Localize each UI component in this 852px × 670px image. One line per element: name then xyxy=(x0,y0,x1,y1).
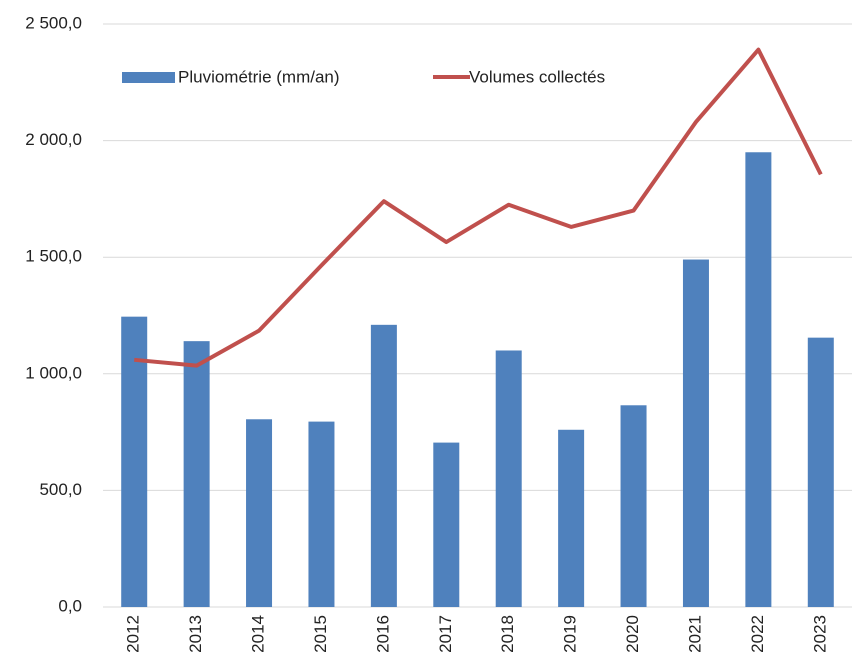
bar xyxy=(495,350,522,607)
x-tick-label: 2019 xyxy=(561,615,580,653)
bar xyxy=(121,316,148,607)
y-tick-label: 2 500,0 xyxy=(25,13,82,32)
x-tick-label: 2021 xyxy=(685,615,704,653)
x-tick-label: 2023 xyxy=(810,615,829,653)
x-tick-label: 2015 xyxy=(311,615,330,653)
x-tick-label: 2012 xyxy=(124,615,143,653)
y-tick-label: 500,0 xyxy=(39,480,82,499)
y-tick-label: 1 500,0 xyxy=(25,247,82,266)
bar xyxy=(682,259,709,607)
bar xyxy=(745,152,772,607)
y-tick-label: 1 000,0 xyxy=(25,363,82,382)
bar xyxy=(246,419,273,607)
bar xyxy=(183,341,210,607)
x-tick-label: 2014 xyxy=(249,615,268,653)
x-tick-label: 2022 xyxy=(748,615,767,653)
bar xyxy=(370,324,397,607)
x-tick-label: 2013 xyxy=(186,615,205,653)
legend-label: Volumes collectés xyxy=(469,67,605,86)
y-tick-label: 0,0 xyxy=(58,596,82,615)
legend-label: Pluviométrie (mm/an) xyxy=(178,67,340,86)
y-tick-label: 2 000,0 xyxy=(25,130,82,149)
legend-swatch xyxy=(122,72,175,83)
x-tick-label: 2016 xyxy=(373,615,392,653)
bar xyxy=(558,429,585,607)
bar xyxy=(620,405,647,607)
line xyxy=(134,47,823,368)
bar xyxy=(807,337,834,607)
x-tick-label: 2017 xyxy=(436,615,455,653)
x-tick-label: 2018 xyxy=(498,615,517,653)
bar xyxy=(433,442,460,607)
x-tick-label: 2020 xyxy=(623,615,642,653)
bar xyxy=(308,421,335,607)
